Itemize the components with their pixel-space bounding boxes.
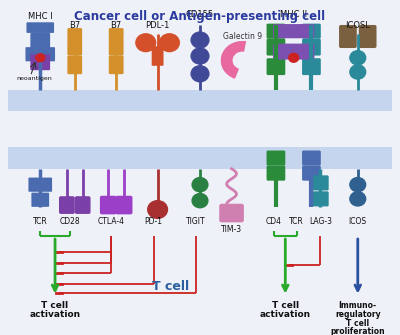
Text: proliferation: proliferation [330,327,385,335]
FancyBboxPatch shape [109,56,124,74]
FancyBboxPatch shape [116,196,132,214]
Text: T cell: T cell [346,319,369,328]
FancyBboxPatch shape [339,25,357,48]
Text: MHC II: MHC II [280,10,307,19]
Text: activation: activation [260,310,311,319]
FancyBboxPatch shape [26,22,54,33]
Text: neoantigen: neoantigen [16,76,52,81]
FancyBboxPatch shape [67,56,82,74]
Text: B7: B7 [69,21,80,30]
FancyBboxPatch shape [273,24,314,38]
FancyBboxPatch shape [266,39,285,56]
Bar [8,147,392,169]
FancyBboxPatch shape [67,28,82,40]
Circle shape [192,194,208,208]
FancyBboxPatch shape [312,175,329,190]
Circle shape [192,178,208,192]
FancyBboxPatch shape [30,54,50,70]
Text: TCR: TCR [289,217,304,226]
Text: CTLA-4: CTLA-4 [98,217,125,226]
FancyBboxPatch shape [312,191,329,206]
FancyBboxPatch shape [219,204,244,222]
FancyBboxPatch shape [266,58,285,75]
Circle shape [350,178,366,192]
Circle shape [191,48,209,64]
Text: B7: B7 [110,21,122,30]
FancyBboxPatch shape [152,46,164,66]
FancyBboxPatch shape [109,28,124,40]
Text: TIGIT: TIGIT [186,217,206,226]
Text: TCR: TCR [33,217,48,226]
Text: Immuno-: Immuno- [339,301,377,310]
Wedge shape [221,41,246,79]
Text: LAG-3: LAG-3 [309,217,332,226]
FancyBboxPatch shape [266,24,285,39]
Text: PD-1: PD-1 [145,217,163,226]
FancyBboxPatch shape [302,24,321,39]
Text: PDL-1: PDL-1 [146,21,170,30]
FancyBboxPatch shape [26,47,55,61]
Text: CD28: CD28 [60,217,80,226]
Text: ICOS: ICOS [349,217,367,226]
FancyBboxPatch shape [31,193,49,207]
Text: regulatory: regulatory [335,310,380,319]
FancyBboxPatch shape [75,196,90,214]
Text: Cancer cell or Antigen-presenting cell: Cancer cell or Antigen-presenting cell [74,10,326,23]
Circle shape [36,54,45,62]
Circle shape [350,51,366,65]
Text: ICOSL: ICOSL [345,21,370,30]
Circle shape [136,34,156,52]
Bar [8,90,392,111]
FancyBboxPatch shape [100,196,117,214]
Text: activation: activation [30,310,81,319]
Circle shape [191,66,209,82]
FancyBboxPatch shape [302,150,321,165]
Text: Galectin 9: Galectin 9 [223,32,262,41]
Text: CD155: CD155 [186,10,214,19]
Text: T cell: T cell [152,280,189,293]
FancyBboxPatch shape [302,39,321,56]
FancyBboxPatch shape [266,150,285,165]
Text: MHC I: MHC I [28,12,52,21]
FancyBboxPatch shape [302,58,321,75]
FancyBboxPatch shape [28,178,52,192]
Text: TIM-3: TIM-3 [221,224,242,233]
Circle shape [289,53,299,62]
FancyBboxPatch shape [109,39,124,56]
Circle shape [160,34,179,52]
FancyBboxPatch shape [359,25,376,48]
FancyBboxPatch shape [67,39,82,56]
FancyBboxPatch shape [302,165,321,181]
Circle shape [148,201,168,218]
Text: T cell: T cell [42,301,69,310]
FancyBboxPatch shape [59,196,75,214]
Circle shape [350,192,366,206]
Text: T cell: T cell [272,301,299,310]
Circle shape [350,65,366,79]
FancyBboxPatch shape [30,33,50,49]
FancyBboxPatch shape [266,165,285,181]
Text: CD4: CD4 [266,217,282,226]
Circle shape [191,32,209,48]
FancyBboxPatch shape [273,44,314,60]
